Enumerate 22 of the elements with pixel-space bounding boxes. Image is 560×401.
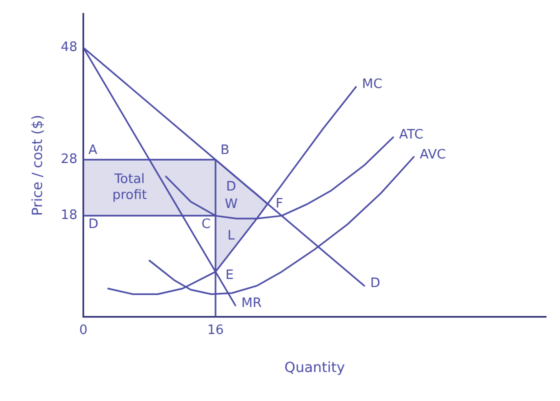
annotation: L — [228, 228, 236, 244]
annotation: Total profit — [112, 172, 147, 204]
y-tick-label: 48 — [60, 40, 78, 55]
annotation: F — [276, 196, 284, 212]
series-label: MC — [362, 77, 382, 92]
series-label: D — [370, 276, 380, 292]
series-label: MR — [241, 296, 262, 311]
y-axis-title: Price / cost ($) — [30, 114, 46, 216]
annotation: D — [88, 217, 98, 232]
annotation: B — [220, 143, 230, 158]
x-tick-label: 0 — [79, 322, 88, 338]
annotation: W — [224, 196, 238, 212]
x-tick-label: 16 — [207, 322, 224, 338]
x-axis-title: Quantity — [284, 360, 345, 376]
series-label: ATC — [399, 128, 424, 143]
y-tick-label: 28 — [60, 152, 78, 168]
annotation: A — [88, 143, 98, 158]
annotation: E — [226, 268, 234, 284]
annotation: C — [201, 217, 211, 232]
annotation: D — [226, 179, 236, 194]
y-tick-label: 18 — [60, 208, 78, 224]
series-label: AVC — [420, 147, 446, 162]
